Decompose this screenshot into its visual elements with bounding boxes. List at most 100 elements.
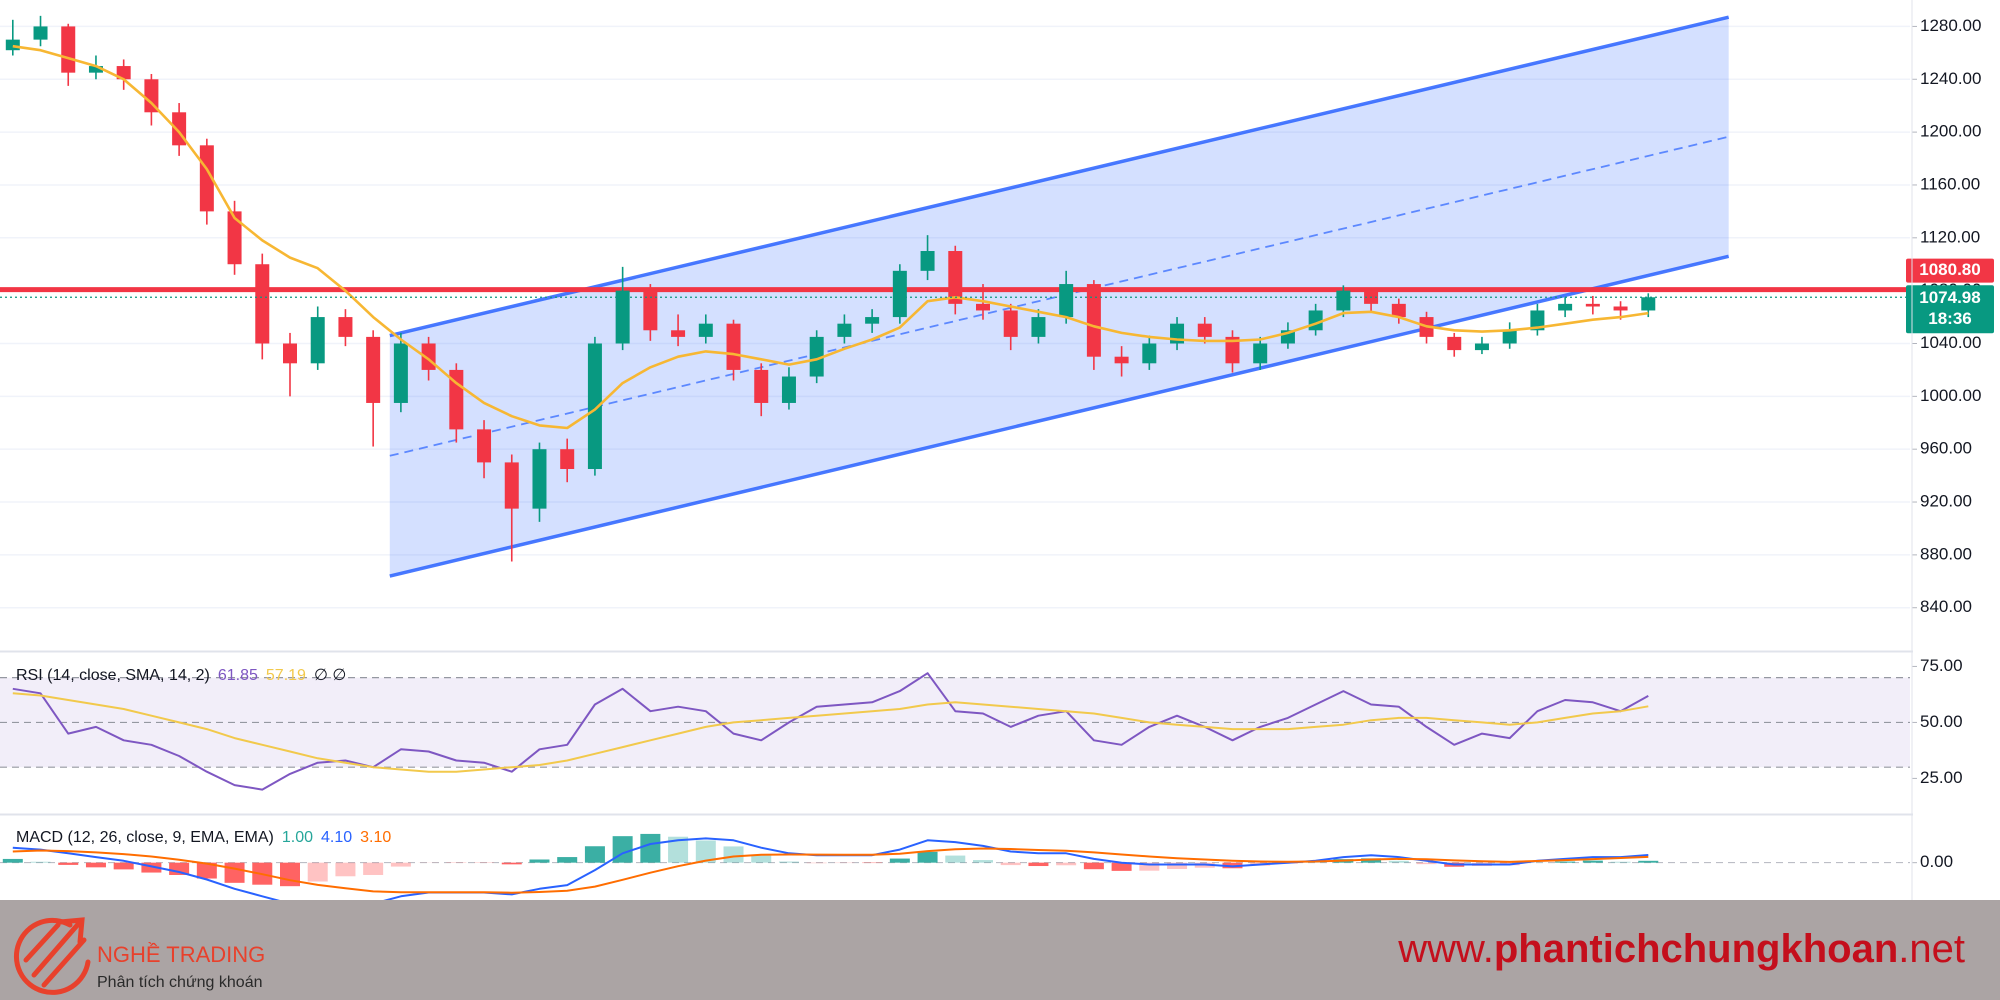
candle-body (227, 211, 242, 265)
candle-body (366, 336, 381, 403)
macd-histogram-bar (723, 846, 744, 863)
candle-body (477, 429, 492, 463)
candle-body (892, 270, 907, 318)
candle-body (1447, 336, 1462, 351)
macd-histogram-bar (1167, 862, 1188, 870)
channel-lower (389, 254, 1730, 578)
candle-body (754, 369, 769, 403)
y-tick-label: 75.00 (1920, 656, 1963, 675)
candle-body (1502, 330, 1517, 344)
macd-histogram-bar (1638, 860, 1659, 863)
y-tick-label: 1160.00 (1920, 174, 1980, 193)
candle-body (393, 343, 408, 403)
price-pane (0, 15, 1910, 609)
footer-background (0, 900, 2000, 1000)
candle-body (88, 66, 103, 73)
candle-body (199, 145, 214, 212)
macd-histogram-bar (529, 859, 550, 863)
legend-title: RSI (14, close, SMA, 14, 2) (16, 667, 210, 684)
current-price-tag (1906, 285, 1994, 334)
legend-value: 4.10 (321, 829, 352, 846)
candle-body (643, 290, 658, 331)
candle-body (587, 343, 602, 470)
rsi-pane (0, 672, 1910, 791)
y-tick-label: 920.00 (1920, 492, 1972, 511)
macd-histogram-bar (58, 862, 79, 865)
candle-body (5, 39, 20, 51)
candle-body (615, 290, 630, 344)
macd-histogram-bar (1056, 862, 1077, 866)
candle-body (920, 251, 935, 271)
macd-line (12, 847, 1649, 894)
logo-title: NGHỀ TRADING (97, 942, 265, 967)
candle-body (1585, 303, 1600, 307)
legend-value: 1.00 (282, 829, 313, 846)
macd-histogram-bar (30, 861, 51, 863)
macd-histogram-bar (141, 862, 162, 873)
rsi-line (12, 672, 1649, 791)
macd-histogram-bar (363, 862, 384, 875)
candle-body (338, 317, 353, 337)
macd-histogram-bar (501, 862, 522, 865)
candle-body (976, 303, 990, 311)
candle-body (255, 264, 270, 344)
macd-histogram-bar (1610, 861, 1631, 863)
y-tick-label: 0.00 (1920, 852, 1953, 871)
candle-body (1336, 290, 1351, 311)
candle-body (1225, 336, 1240, 364)
candle-body (1391, 303, 1406, 318)
macd-histogram-bar (806, 862, 827, 864)
y-tick-label: 1280.00 (1920, 16, 1981, 35)
candle-body (1530, 310, 1545, 331)
y-tick-label: 840.00 (1920, 597, 1972, 616)
macd-histogram-bar (584, 846, 605, 863)
logo-arrow (41, 937, 87, 988)
candle-body (837, 323, 852, 337)
candle-body (809, 336, 824, 377)
candle-body (310, 317, 325, 364)
y-tick-label: 25.00 (1920, 768, 1963, 787)
rsi-legend: RSI (14, close, SMA, 14, 2) 61.85 57.19 ∅ ∅ (16, 667, 346, 684)
y-tick-label: 1200.00 (1920, 122, 1981, 141)
macd-histogram-bar (1361, 858, 1382, 863)
footer: NGHỀ TRADING Phân tích chứng khoán www.p… (0, 900, 2000, 1000)
logo-icon (13, 917, 91, 995)
logo-arrow (23, 922, 61, 963)
logo-arrow (31, 917, 85, 978)
candle-body (61, 26, 76, 73)
y-tick-label: 1240.00 (1920, 69, 1981, 88)
macd-histogram-bar (1111, 862, 1132, 871)
macd-histogram-bar (973, 860, 993, 863)
candle-body (560, 449, 575, 470)
macd-histogram-bar (1083, 862, 1104, 870)
macd-histogram-bar (390, 862, 411, 867)
macd-histogram-bar (1028, 862, 1049, 867)
site-prefix: www. (1397, 927, 1494, 971)
macd-legend: MACD (12, 26, close, 9, EMA, EMA) 1.00 4.1… (16, 829, 391, 846)
candle-body (948, 251, 963, 304)
macd-histogram-bar (751, 855, 772, 863)
y-tick-label: 960.00 (1920, 439, 1972, 458)
macd-histogram-bar (85, 862, 106, 868)
macd-histogram-bar (1388, 860, 1409, 863)
candle-body (865, 317, 880, 324)
y-tick-label: 1000.00 (1920, 386, 1981, 405)
channel-upper (389, 15, 1730, 338)
candle-body (726, 323, 741, 370)
candle-body (671, 330, 686, 337)
macd-histogram-bar (224, 862, 245, 883)
macd-histogram-bar (917, 851, 938, 863)
candle-body (1114, 356, 1129, 364)
macd-histogram-bar (1139, 862, 1160, 871)
legend-value: 61.85 (218, 667, 258, 684)
macd-pane (0, 833, 1910, 900)
site-url: www.phantichchungkhoan.net (1397, 927, 1965, 971)
candle-body (144, 79, 159, 113)
y-tick-label: 1120.00 (1920, 227, 1980, 246)
candle-body (1253, 343, 1268, 364)
site-name: phantichchungkhoan (1494, 927, 1898, 971)
site-suffix: .net (1898, 927, 1965, 971)
indicator-legends: RSI (14, close, SMA, 14, 2) 61.85 57.19 ∅ ∅… (16, 667, 391, 846)
channel-middle (389, 135, 1729, 457)
macd-histogram-bar (1555, 861, 1576, 863)
